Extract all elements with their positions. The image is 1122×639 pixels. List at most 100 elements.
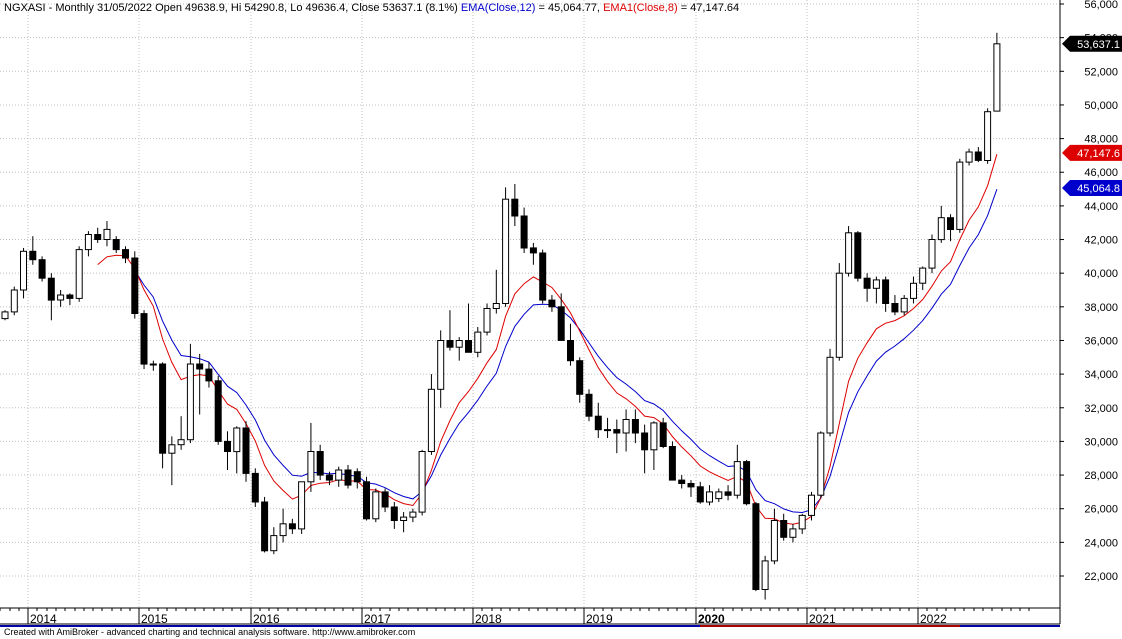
candle — [390, 501, 398, 529]
candle-body-up — [993, 43, 1001, 112]
ema8-badge-label: 47,147.6 — [1077, 148, 1120, 160]
candle-body-down — [780, 520, 788, 538]
candle-body-down — [381, 491, 389, 508]
candle — [465, 303, 472, 353]
x-tick-label: 2018 — [475, 612, 502, 626]
candle-body-up — [149, 363, 157, 366]
candle-body-down — [122, 249, 129, 259]
candle — [956, 158, 964, 233]
candle-body-up — [770, 520, 778, 562]
ema8-badge-shape — [1062, 144, 1122, 161]
footer-bar-red — [700, 625, 960, 627]
candle-body-down — [613, 429, 621, 434]
y-tick-label: 46,000 — [1084, 167, 1118, 179]
candle-body-up — [798, 514, 806, 530]
candle — [706, 485, 713, 506]
candle — [631, 409, 639, 444]
candle — [381, 488, 389, 513]
candle-body-up — [233, 427, 241, 453]
ema8-line — [97, 154, 998, 525]
candle-body-up — [335, 469, 343, 481]
candle-body-down — [576, 360, 584, 395]
candle-body-down — [974, 151, 982, 161]
candle — [724, 485, 732, 501]
y-tick-label: 36,000 — [1084, 335, 1118, 347]
candle — [891, 295, 899, 316]
candle — [122, 246, 129, 264]
last-price-badge-label: 53,637.1 — [1077, 39, 1120, 51]
candle-body-up — [733, 461, 741, 496]
candle-body-up — [186, 363, 194, 441]
candle-body-down — [94, 234, 102, 240]
candle — [316, 444, 324, 481]
candle-body-up — [1, 311, 9, 320]
candle — [149, 360, 157, 371]
candle — [808, 491, 815, 521]
candle-body-down — [548, 299, 556, 308]
candle — [298, 481, 306, 534]
candle — [409, 508, 417, 523]
candle-body-up — [872, 279, 880, 289]
candle-body-down — [316, 451, 324, 476]
candle — [696, 481, 704, 504]
candle-body-up — [298, 481, 306, 530]
candle-body-down — [863, 277, 871, 289]
candle — [919, 266, 927, 290]
candle — [455, 337, 463, 361]
candle — [947, 214, 954, 242]
candle — [863, 273, 871, 302]
candle — [715, 488, 723, 502]
candle-body-down — [529, 247, 537, 254]
candle-body-down — [678, 479, 686, 485]
y-tick-label: 26,000 — [1084, 504, 1118, 516]
candle — [66, 293, 74, 306]
x-tick-label: 2015 — [141, 612, 168, 626]
candle-body-down — [363, 481, 370, 520]
candle — [307, 422, 315, 492]
candle — [984, 108, 992, 164]
candle-body-up — [57, 294, 65, 301]
y-tick-label: 24,000 — [1084, 537, 1118, 549]
candle — [251, 468, 259, 508]
candle-body-down — [641, 432, 649, 451]
candle — [38, 256, 46, 282]
candle — [427, 374, 435, 455]
x-tick-label: 2016 — [253, 612, 280, 626]
candle — [826, 348, 834, 437]
candle — [224, 431, 231, 471]
candle — [233, 426, 241, 474]
candle-body-up — [372, 491, 380, 520]
candle — [140, 310, 148, 370]
candle — [418, 449, 426, 516]
candle-body-down — [261, 501, 269, 552]
y-tick-label: 38,000 — [1084, 302, 1118, 314]
ema12-badge-shape — [1062, 179, 1122, 196]
candle-body-down — [465, 340, 472, 353]
candle-body-up — [502, 198, 510, 304]
candle — [937, 205, 945, 243]
candle-body-down — [511, 198, 519, 217]
candle-body-up — [845, 232, 853, 274]
candle-body-up — [817, 432, 825, 496]
candle — [520, 207, 528, 253]
candle-body-up — [789, 528, 797, 538]
candle-body-down — [659, 422, 667, 447]
candle — [817, 431, 825, 499]
candle-body-down — [539, 252, 547, 301]
candle-body-up — [984, 111, 992, 161]
candle — [335, 466, 343, 487]
candle — [604, 417, 611, 439]
candle-body-down — [947, 217, 954, 230]
candle-body-up — [400, 516, 408, 521]
candle-body-down — [224, 440, 231, 452]
candle — [910, 276, 917, 304]
x-tick-label: 2020 — [698, 612, 725, 626]
candle-body-up — [279, 523, 287, 537]
candle-body-down — [687, 483, 695, 488]
candle-body-up — [910, 282, 917, 299]
last-price-badge-shape — [1062, 35, 1122, 52]
ema12-line — [134, 189, 998, 514]
candle — [1, 310, 9, 321]
y-tick-label: 30,000 — [1084, 436, 1118, 448]
ema8-value: = 47,147.64 — [680, 2, 740, 14]
